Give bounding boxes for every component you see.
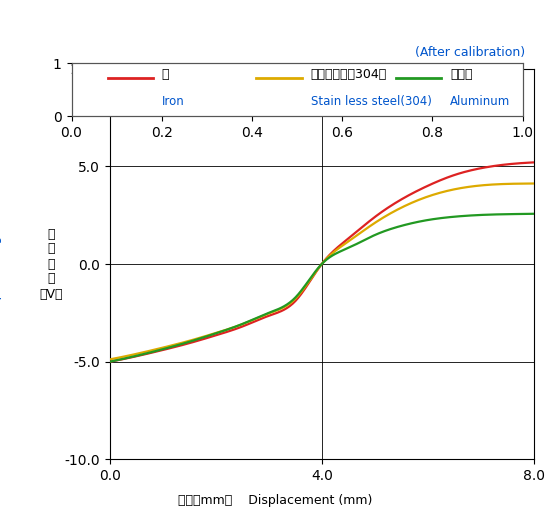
Text: Aluminum: Aluminum: [450, 95, 510, 108]
Text: Iron: Iron: [162, 95, 184, 108]
Text: (After calibration): (After calibration): [415, 46, 525, 59]
Y-axis label: Output Voltage (V): Output Voltage (V): [0, 206, 2, 322]
Text: 出
力
電
圧
（V）: 出 力 電 圧 （V）: [39, 228, 63, 300]
Text: Stain less steel(304): Stain less steel(304): [311, 95, 431, 108]
Text: アルミ: アルミ: [450, 69, 473, 81]
Text: 鉄: 鉄: [162, 69, 169, 81]
Text: 変位（mm）    Displacement (mm): 変位（mm） Displacement (mm): [178, 494, 372, 507]
Text: ステンレス（304）: ステンレス（304）: [311, 69, 387, 81]
